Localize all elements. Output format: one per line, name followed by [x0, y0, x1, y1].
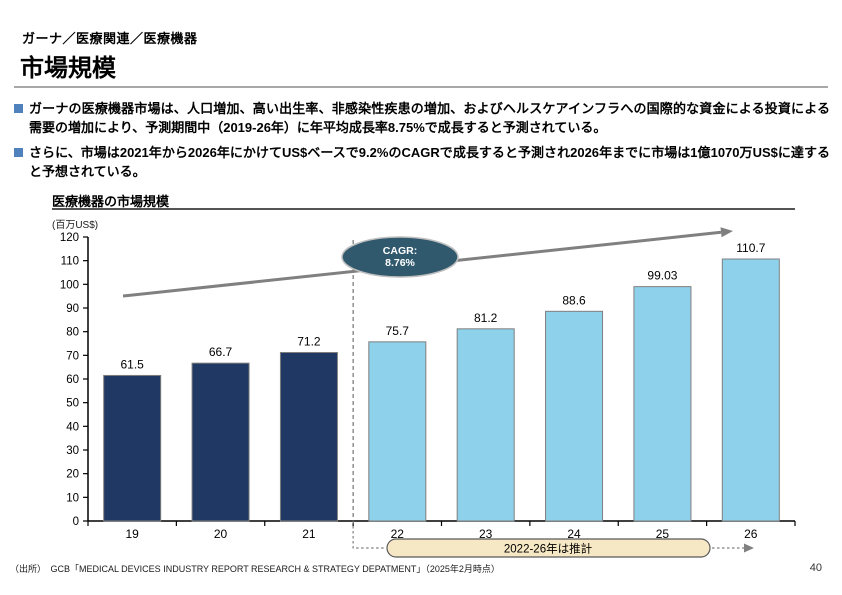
- x-axis-category-label: 20: [214, 527, 228, 541]
- x-axis-category-label: 19: [126, 527, 140, 541]
- chart-title: 医療機器の市場規模: [52, 194, 170, 209]
- bar-value-label: 99.03: [647, 269, 677, 283]
- bullet-text: ガーナの医療機器市場は、人口増加、高い出生率、非感染性疾患の増加、およびヘルスケ…: [29, 101, 830, 135]
- bar-20: [191, 362, 250, 522]
- y-axis-tick-label: 120: [60, 232, 79, 244]
- bullet-item: さらに、市場は2021年から2026年にかけてUS$ベースで9.2%のCAGRで…: [14, 143, 830, 181]
- forecast-note-pill: [386, 538, 711, 558]
- bullet-text: さらに、市場は2021年から2026年にかけてUS$ベースで9.2%のCAGRで…: [29, 145, 830, 179]
- y-axis-tick-label: 110: [61, 256, 79, 268]
- bullet-square-icon: [14, 104, 23, 113]
- bar-value-label: 110.7: [736, 241, 765, 255]
- bar-value-label: 61.5: [121, 357, 145, 371]
- y-axis-tick-label: 20: [66, 469, 79, 481]
- source-note: （出所） GCB「MEDICAL DEVICES INDUSTRY REPORT…: [10, 564, 500, 574]
- y-axis-tick-label: 70: [66, 350, 79, 362]
- x-axis-category-label: 26: [744, 527, 758, 541]
- y-axis-tick-label: 60: [66, 374, 79, 386]
- page-title: 市場規模: [20, 55, 116, 82]
- bar-value-label: 71.2: [297, 334, 321, 348]
- x-axis-category-label: 22: [391, 527, 405, 541]
- note-connector-left: [352, 521, 386, 549]
- x-axis-category-label: 23: [479, 527, 493, 541]
- chart-title-divider: [52, 208, 795, 210]
- cagr-label-line1: CAGR:: [383, 245, 417, 257]
- bar-21: [279, 351, 338, 522]
- bullet-list: ガーナの医療機器市場は、人口増加、高い出生率、非感染性疾患の増加、およびヘルスケ…: [14, 99, 830, 187]
- page-number: 40: [809, 562, 822, 574]
- y-axis-tick-label: 100: [60, 279, 79, 291]
- y-axis-tick-label: 90: [66, 303, 79, 315]
- y-axis-tick-label: 50: [66, 398, 79, 410]
- note-arrow-head-icon: [744, 543, 754, 553]
- header-divider: [14, 86, 828, 88]
- bar-value-label: 88.6: [562, 293, 586, 307]
- x-axis-category-label: 24: [567, 527, 581, 541]
- bar-22: [368, 341, 427, 522]
- bar-24: [545, 310, 604, 522]
- trend-arrow-head-icon: [720, 227, 733, 238]
- y-axis-tick-label: 80: [66, 327, 79, 339]
- y-axis-unit-label: (百万US$): [52, 220, 99, 231]
- x-axis-category-label: 21: [302, 527, 316, 541]
- bar-23: [456, 328, 515, 522]
- bar-25: [633, 286, 692, 522]
- bullet-item: ガーナの医療機器市場は、人口増加、高い出生率、非感染性疾患の増加、およびヘルスケ…: [14, 99, 830, 137]
- breadcrumb: ガーナ／医療関連／医療機器: [22, 31, 198, 46]
- bar-26: [721, 258, 780, 522]
- cagr-ellipse: [341, 236, 459, 278]
- bar-value-label: 81.2: [474, 311, 498, 325]
- bar-value-label: 75.7: [386, 324, 410, 338]
- y-axis-tick-label: 40: [66, 421, 79, 433]
- cagr-label-line2: 8.76%: [385, 257, 415, 269]
- bullet-square-icon: [14, 148, 23, 157]
- y-axis-tick-label: 10: [66, 492, 79, 504]
- y-axis-tick-label: 30: [66, 445, 79, 457]
- forecast-note-label: 2022-26年は推計: [504, 542, 592, 556]
- x-axis-category-label: 25: [656, 527, 670, 541]
- bar-value-label: 66.7: [209, 345, 233, 359]
- bar-19: [103, 374, 162, 522]
- y-axis-tick-label: 0: [73, 516, 79, 528]
